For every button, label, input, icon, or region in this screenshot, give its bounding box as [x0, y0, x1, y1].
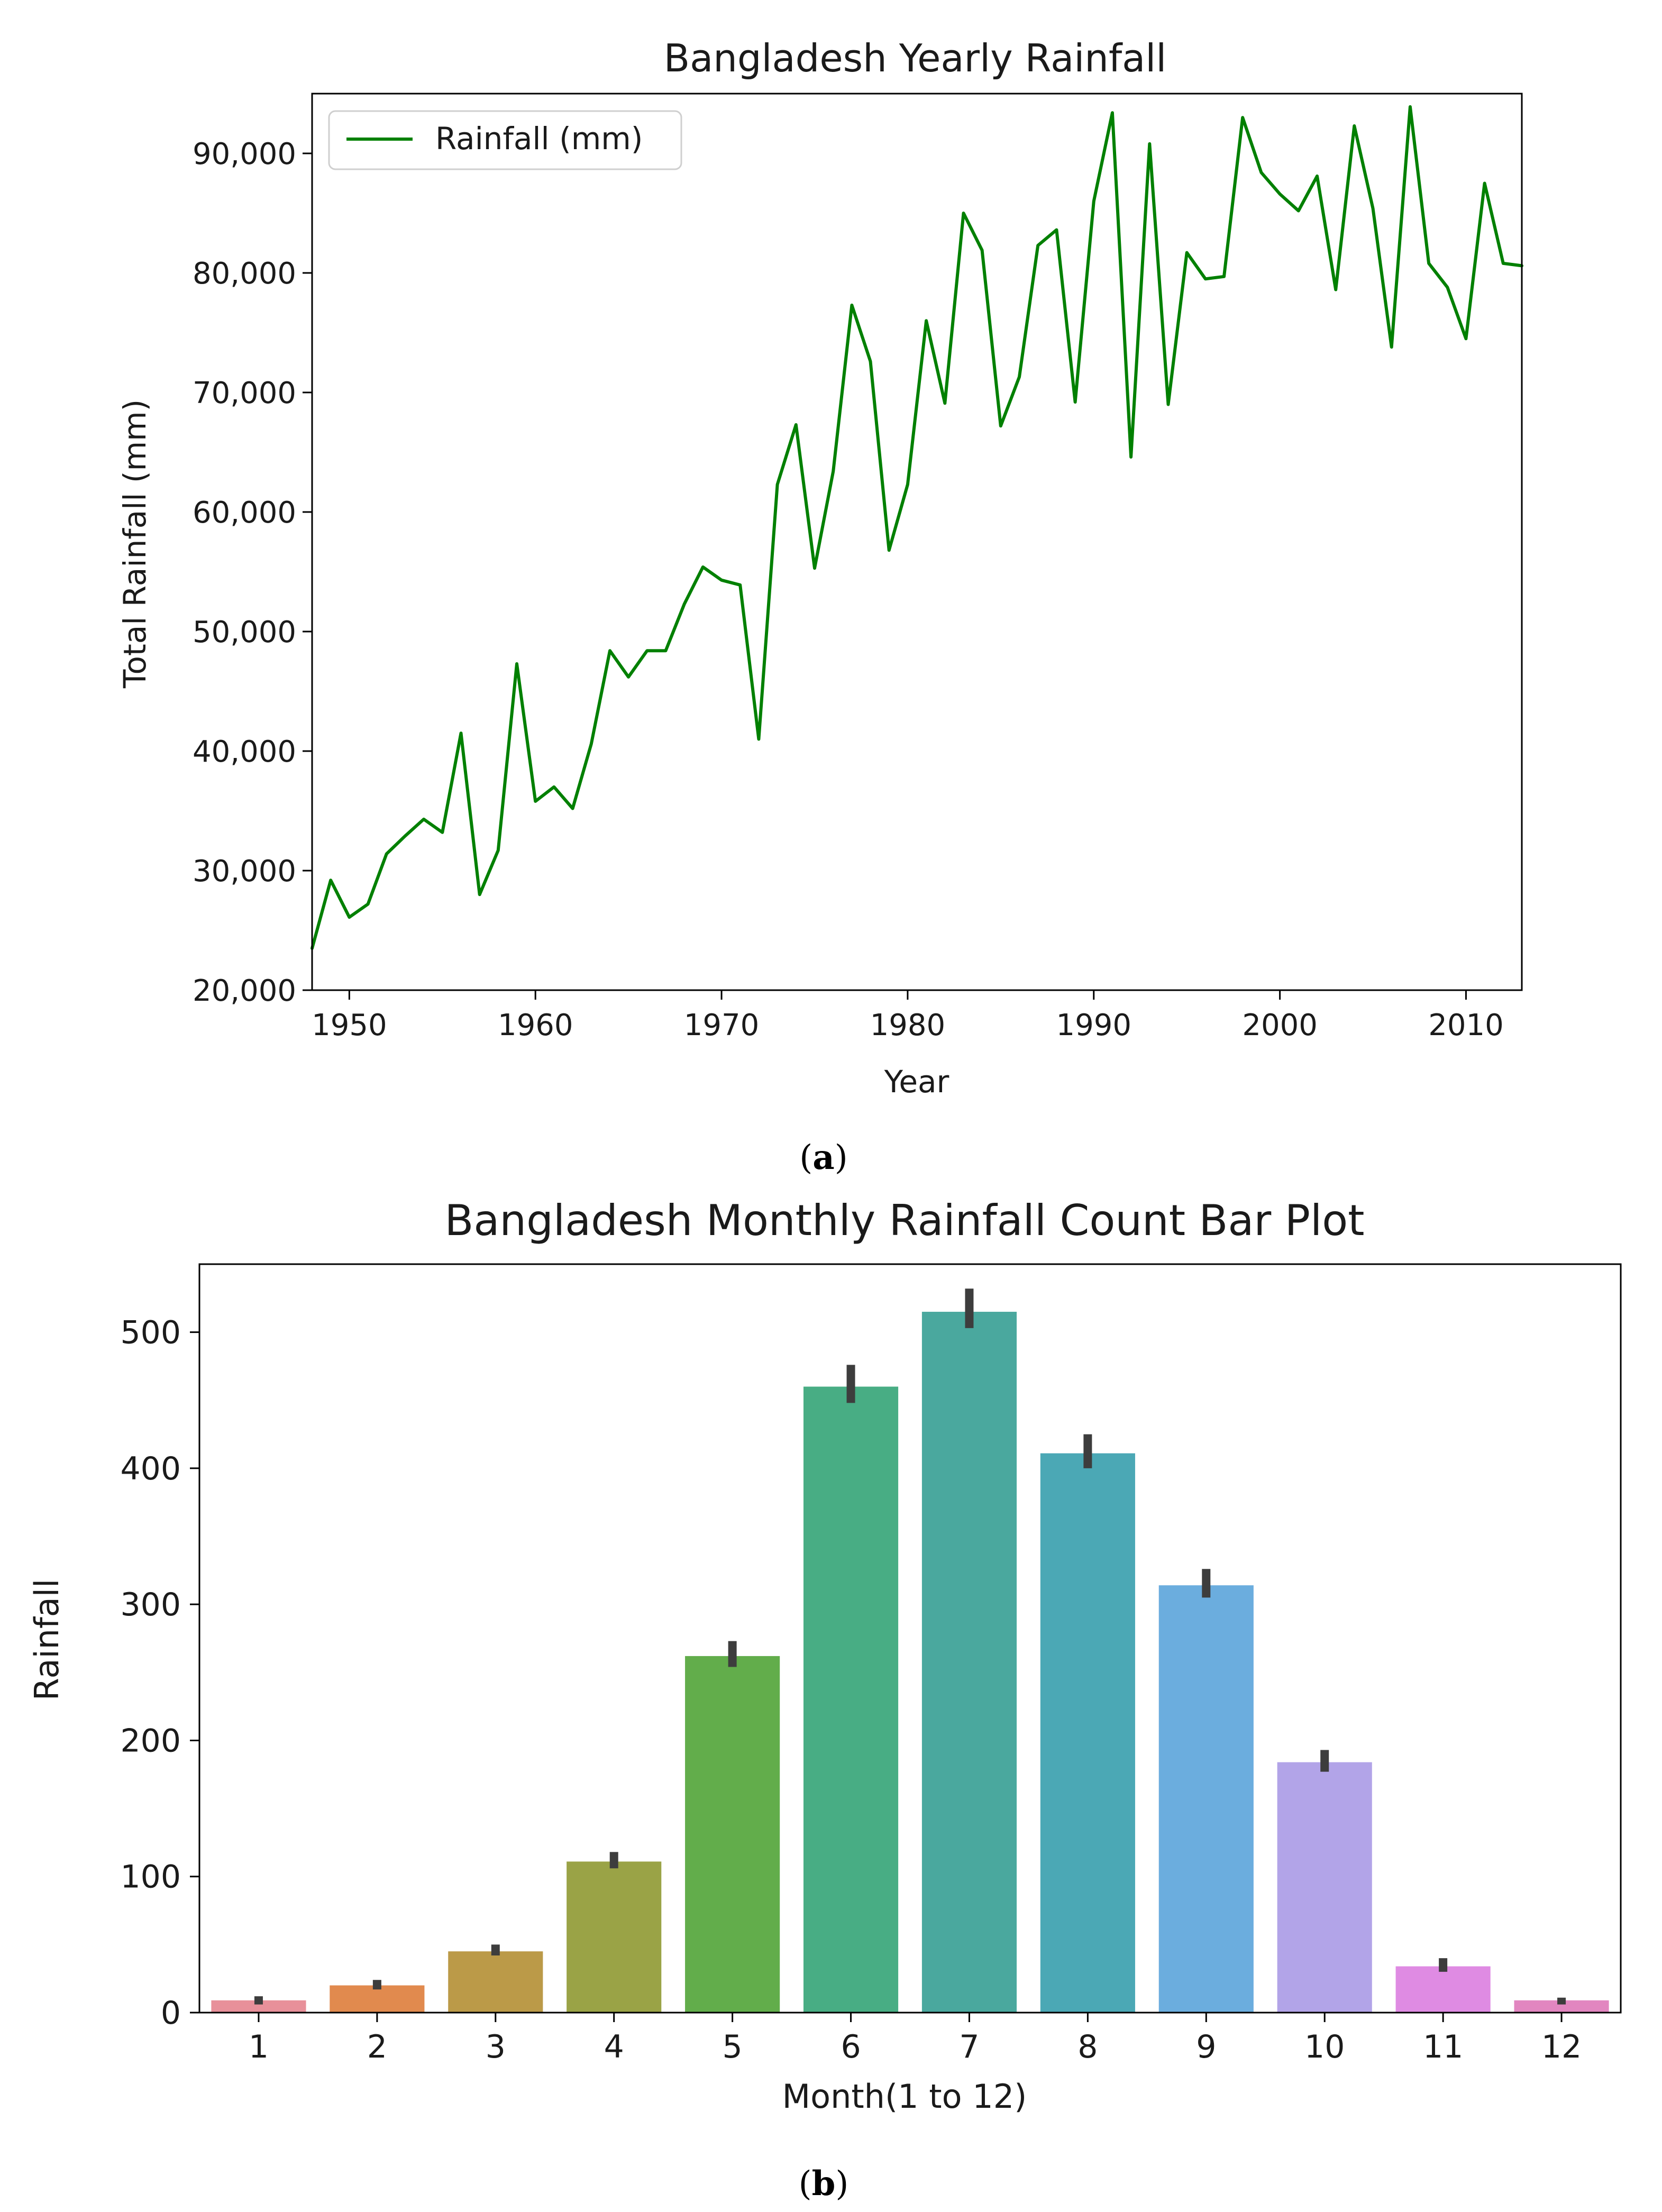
caption-b: (b) — [799, 2164, 849, 2204]
caption-a: (a) — [799, 1138, 847, 1177]
chart-b-y-tick-label: 200 — [120, 1722, 181, 1759]
chart-a-y-tick-label: 40,000 — [193, 735, 296, 769]
chart-b-x-tick-label: 8 — [1077, 2028, 1098, 2065]
chart-a-x-tick-label: 1990 — [1056, 1008, 1131, 1043]
chart-a-y-tick-label: 60,000 — [193, 496, 296, 530]
chart-b-x-tick-label: 12 — [1541, 2028, 1582, 2065]
chart-b-x-tick-label: 10 — [1304, 2028, 1345, 2065]
chart-a-plot-frame — [311, 93, 1523, 991]
chart-a-x-tick-label: 1970 — [684, 1008, 760, 1043]
chart-b-y-tick-label: 100 — [120, 1859, 181, 1896]
bar-month-6 — [803, 1386, 899, 2013]
chart-a-x-axis-label: Year — [884, 1064, 949, 1100]
chart-b-x-tick-label: 9 — [1196, 2028, 1216, 2065]
chart-a-x-tick-label: 2000 — [1242, 1008, 1318, 1043]
chart-b-y-tick-label: 300 — [120, 1586, 181, 1623]
bar-month-3 — [448, 1951, 543, 2013]
chart-b-x-tick-label: 11 — [1423, 2028, 1463, 2065]
chart-a-x-tick-label: 1960 — [498, 1008, 573, 1043]
chart-b-x-tick-label: 7 — [959, 2028, 979, 2065]
chart-a-y-axis-label: Total Rainfall (mm) — [117, 399, 153, 689]
caption-b-close: ) — [835, 2164, 848, 2204]
caption-b-open: ( — [799, 2164, 812, 2204]
bar-month-4 — [567, 1861, 662, 2013]
yearly-rainfall-line-chart: Bangladesh Yearly Rainfall 20,000 30,000 4… — [117, 36, 1523, 1100]
chart-a-y-tick-label: 80,000 — [193, 257, 296, 291]
caption-a-open: ( — [799, 1138, 812, 1177]
chart-b-x-tick-label: 1 — [249, 2028, 269, 2065]
monthly-rainfall-bar-chart: Bangladesh Monthly Rainfall Count Bar Pl… — [28, 1196, 1622, 2116]
series-line-rainfall — [311, 105, 1523, 950]
chart-a-y-tick-label: 30,000 — [193, 854, 296, 889]
caption-a-close: ) — [835, 1138, 848, 1177]
chart-a-y-tick-label: 50,000 — [193, 615, 296, 650]
chart-a-y-tick-label: 90,000 — [193, 137, 296, 171]
bar-month-9 — [1158, 1585, 1254, 2013]
chart-a-x-tick-label: 1950 — [312, 1008, 387, 1043]
chart-b-x-tick-label: 2 — [367, 2028, 387, 2065]
chart-b-x-tick-label: 6 — [841, 2028, 861, 2065]
bar-month-5 — [685, 1656, 780, 2013]
chart-a-title: Bangladesh Yearly Rainfall — [664, 36, 1167, 80]
bar-month-12 — [1514, 2000, 1609, 2013]
legend-label: Rainfall (mm) — [435, 121, 643, 157]
bar-month-10 — [1277, 1762, 1372, 2013]
chart-a-legend: Rainfall (mm) — [328, 110, 682, 170]
chart-b-x-tick-label: 3 — [486, 2028, 506, 2065]
chart-b-plot-frame — [198, 1263, 1622, 2014]
chart-b-y-axis-label: Rainfall — [28, 1579, 66, 1701]
chart-b-x-tick-label: 4 — [604, 2028, 624, 2065]
chart-a-x-tick-label: 2010 — [1428, 1008, 1504, 1043]
chart-b-x-axis-label: Month(1 to 12) — [782, 2077, 1027, 2116]
bar-month-8 — [1040, 1453, 1135, 2013]
chart-b-title: Bangladesh Monthly Rainfall Count Bar Pl… — [444, 1196, 1364, 1245]
bar-month-2 — [330, 1985, 425, 2013]
chart-b-x-tick-label: 5 — [723, 2028, 743, 2065]
bar-month-11 — [1395, 1966, 1491, 2013]
bar-month-1 — [211, 2000, 306, 2013]
chart-a-y-tick-label: 20,000 — [193, 974, 296, 1008]
chart-b-y-tick-label: 400 — [120, 1450, 181, 1487]
caption-b-letter: b — [812, 2164, 836, 2204]
caption-a-letter: a — [812, 1138, 834, 1177]
legend-box — [328, 110, 682, 170]
chart-a-x-tick-label: 1980 — [870, 1008, 946, 1043]
chart-b-y-tick-label: 0 — [161, 1995, 181, 2032]
bar-month-7 — [921, 1312, 1017, 2013]
chart-a-y-tick-label: 70,000 — [193, 376, 296, 410]
chart-b-y-tick-label: 500 — [120, 1314, 181, 1351]
